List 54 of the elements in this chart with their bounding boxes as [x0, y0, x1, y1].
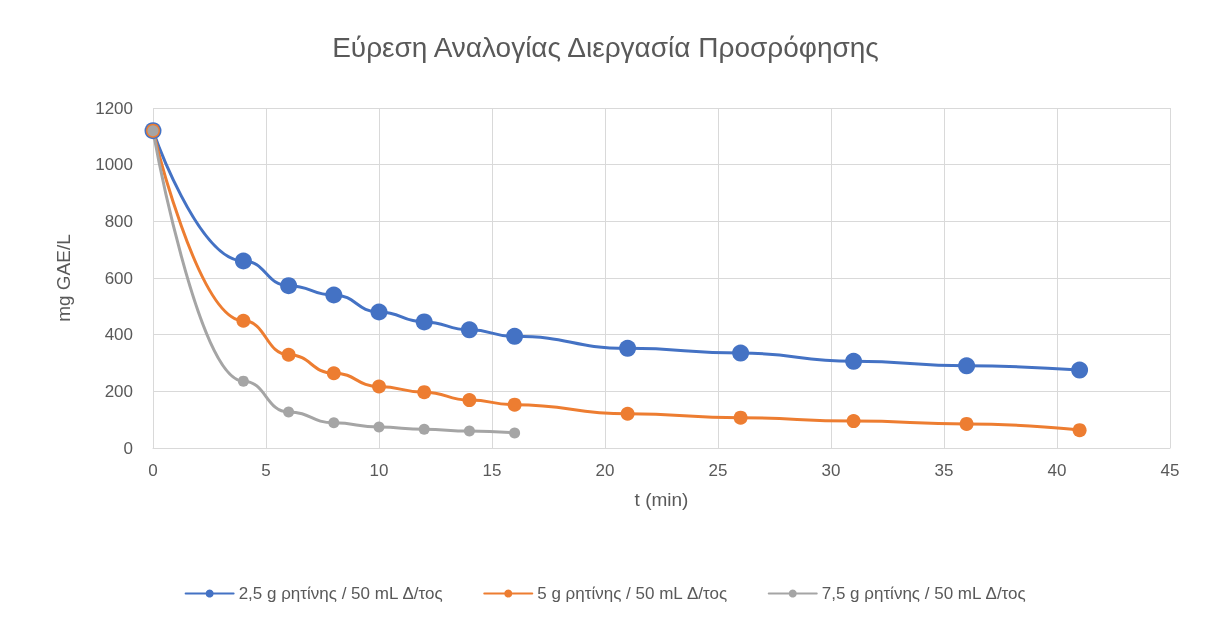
x-tick-label: 25 — [708, 461, 728, 480]
x-tick-label: 10 — [369, 461, 389, 480]
y-tick-label: 600 — [104, 268, 133, 288]
x-tick-label: 5 — [261, 461, 271, 480]
point — [507, 397, 522, 412]
point — [460, 321, 478, 339]
y-tick-label: 400 — [104, 325, 133, 345]
point — [234, 252, 252, 270]
point — [958, 357, 976, 375]
x-axis-title: t (min) — [634, 489, 689, 510]
point — [236, 313, 251, 328]
point — [733, 410, 748, 425]
x-tick-label: 30 — [821, 461, 841, 480]
x-tick-label: 45 — [1160, 461, 1180, 480]
point — [283, 406, 295, 418]
legend-label: 7,5 g ρητίνης / 50 mL Δ/τος — [821, 584, 1026, 603]
point — [280, 277, 298, 295]
point — [370, 303, 388, 321]
point — [328, 417, 340, 429]
x-tick-label: 20 — [595, 461, 615, 480]
point — [509, 427, 521, 439]
point — [372, 379, 386, 394]
y-tick-label: 1000 — [95, 155, 133, 175]
point — [462, 393, 477, 408]
point — [1071, 361, 1089, 379]
point — [325, 286, 343, 304]
point — [732, 344, 750, 362]
point — [845, 352, 863, 370]
point — [846, 414, 861, 429]
y-tick-label: 0 — [123, 438, 133, 458]
y-tick-label: 800 — [104, 211, 133, 231]
point — [959, 416, 974, 431]
point — [237, 375, 249, 387]
point — [620, 406, 635, 421]
y-tick-label: 1200 — [95, 98, 133, 118]
point — [418, 423, 430, 435]
chart-title: Εύρεση Αναλογίας Διεργασία Προσρόφησης — [332, 31, 879, 63]
x-tick-label: 40 — [1047, 461, 1067, 480]
x-tick-label: 0 — [148, 461, 158, 480]
point — [619, 339, 637, 357]
x-tick-label: 15 — [482, 461, 502, 480]
legend-label: 5 g ρητίνης / 50 mL Δ/τος — [537, 584, 728, 603]
legend-label: 2,5 g ρητίνης / 50 mL Δ/τος — [238, 584, 443, 603]
y-axis-title: mg GAE/L — [53, 234, 74, 322]
point — [417, 385, 432, 400]
y-tick-label: 200 — [104, 381, 133, 401]
point — [373, 421, 385, 433]
point — [326, 366, 341, 381]
point — [463, 425, 475, 437]
x-tick-label: 35 — [934, 461, 954, 480]
point — [281, 347, 296, 362]
point — [415, 313, 433, 331]
point — [1072, 423, 1087, 438]
point — [506, 327, 524, 345]
